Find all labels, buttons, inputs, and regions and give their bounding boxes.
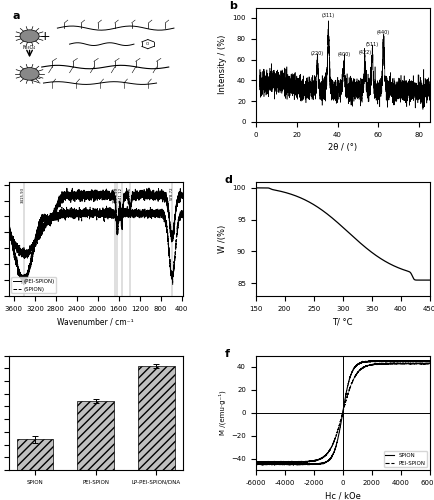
Line: (SPION): (SPION) <box>9 206 183 284</box>
Text: a: a <box>12 11 20 21</box>
(PEI-SPION) <box>89 195 94 201</box>
Line: (PEI-SPION): (PEI-SPION) <box>9 188 183 284</box>
(PEI-SPION) <box>6 224 11 230</box>
Text: (400): (400) <box>337 52 351 58</box>
SPION <box>424 358 429 364</box>
(SPION) <box>175 228 180 234</box>
Text: b: b <box>230 0 237 10</box>
PEI-SPION <box>427 361 432 367</box>
Circle shape <box>20 30 39 42</box>
PEI-SPION <box>253 459 258 465</box>
Text: f: f <box>224 348 230 358</box>
Text: +: + <box>40 30 50 43</box>
Text: 1541.12: 1541.12 <box>119 187 123 203</box>
X-axis label: 2θ / (°): 2θ / (°) <box>328 144 357 152</box>
Legend: (PEI-SPION), (SPION): (PEI-SPION), (SPION) <box>11 277 56 293</box>
Text: O: O <box>146 42 149 46</box>
(PEI-SPION) <box>166 210 171 216</box>
Line: PEI-SPION: PEI-SPION <box>256 363 430 462</box>
(PEI-SPION) <box>146 185 151 191</box>
Text: (440): (440) <box>377 30 390 35</box>
Text: 1382.96: 1382.96 <box>127 187 131 203</box>
PEI-SPION <box>424 360 429 366</box>
Text: (511): (511) <box>366 42 379 47</box>
(SPION) <box>132 209 138 215</box>
Text: d: d <box>224 174 232 184</box>
PEI-SPION <box>320 454 325 460</box>
Text: 578.72: 578.72 <box>169 187 173 200</box>
Bar <box>77 402 114 470</box>
Line: SPION: SPION <box>256 360 430 465</box>
X-axis label: Wavenumber / cm⁻¹: Wavenumber / cm⁻¹ <box>57 318 134 326</box>
(SPION) <box>81 211 86 217</box>
Y-axis label: M /(emu·g⁻¹): M /(emu·g⁻¹) <box>218 390 226 435</box>
(SPION) <box>89 214 94 220</box>
X-axis label: T/ °C: T/ °C <box>332 318 353 326</box>
SPION <box>287 462 292 468</box>
(PEI-SPION) <box>175 198 180 203</box>
Circle shape <box>20 68 39 80</box>
SPION <box>405 358 410 364</box>
(PEI-SPION) <box>132 192 138 198</box>
SPION <box>327 456 332 462</box>
PEI-SPION <box>273 459 278 465</box>
PEI-SPION <box>283 459 289 465</box>
(SPION) <box>166 244 171 250</box>
(PEI-SPION) <box>180 192 185 198</box>
SPION <box>273 461 278 467</box>
Text: 3415.93: 3415.93 <box>21 187 25 203</box>
SPION <box>422 358 427 364</box>
(PEI-SPION) <box>81 192 86 198</box>
X-axis label: Hc / kOe: Hc / kOe <box>325 492 361 500</box>
SPION <box>283 461 289 467</box>
(SPION) <box>6 232 11 238</box>
Y-axis label: W /(%): W /(%) <box>218 224 227 253</box>
PEI-SPION <box>258 460 263 466</box>
PEI-SPION <box>398 360 403 366</box>
PEI-SPION <box>405 361 410 367</box>
Text: 1625.99: 1625.99 <box>115 187 118 203</box>
(SPION) <box>170 282 175 288</box>
PEI-SPION <box>327 446 332 452</box>
SPION <box>253 462 258 468</box>
Legend: SPION, PEI-SPION: SPION, PEI-SPION <box>384 451 427 467</box>
Text: (311): (311) <box>322 13 335 18</box>
(SPION) <box>79 209 84 215</box>
(SPION) <box>104 203 109 209</box>
SPION <box>427 358 432 364</box>
Text: (220): (220) <box>311 52 324 57</box>
Bar <box>138 366 175 470</box>
Bar <box>16 440 53 470</box>
Y-axis label: Intensity / (%): Intensity / (%) <box>218 35 227 94</box>
(PEI-SPION) <box>21 282 26 288</box>
(SPION) <box>180 209 185 215</box>
SPION <box>320 460 325 466</box>
Text: 1666.13: 1666.13 <box>112 187 116 202</box>
Text: Fe₃O₄: Fe₃O₄ <box>23 46 36 51</box>
Text: (422): (422) <box>358 50 372 56</box>
(PEI-SPION) <box>79 193 84 199</box>
